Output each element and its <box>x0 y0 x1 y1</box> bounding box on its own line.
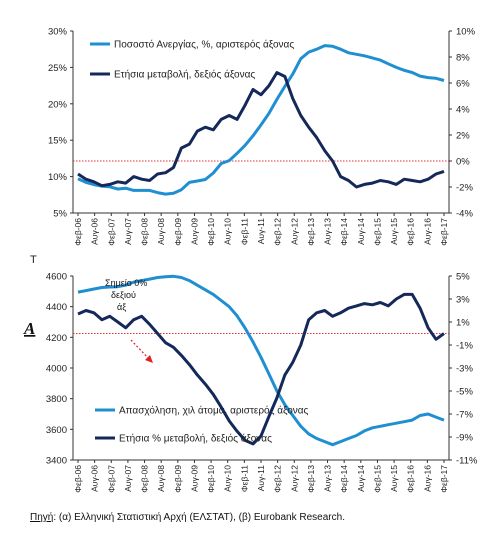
x-tick-label: Φεβ-15 <box>372 465 382 493</box>
right-tick-label: 5% <box>456 272 470 283</box>
right-tick-label: -4% <box>456 209 473 220</box>
series-line-1 <box>77 71 445 189</box>
left-tick-label: 4400 <box>46 302 67 313</box>
x-tick-label: Φεβ-11 <box>239 218 249 245</box>
left-tick-label: 4000 <box>46 364 67 375</box>
x-tick-label: Αυγ-11 <box>256 218 266 244</box>
series-line-0 <box>77 44 445 196</box>
source-text: : (α) Ελληνική Στατιστική Αρχή (ΕΛΣΤΑΤ),… <box>53 512 345 523</box>
right-tick-label: 0% <box>456 157 470 168</box>
x-tick-label: Αυγ-12 <box>289 465 299 492</box>
x-tick-label: Αυγ-15 <box>389 218 399 245</box>
series-line-1 <box>77 292 445 446</box>
source-label: Πηγή <box>30 512 54 523</box>
series-line-0 <box>77 274 445 447</box>
x-tick-label: Φεβ-13 <box>306 218 316 246</box>
x-tick-label: Φεβ-09 <box>173 218 183 246</box>
right-tick-label: 2% <box>456 131 470 142</box>
left-tick-label: 20% <box>48 99 68 110</box>
legend-entry: Ποσοστό Ανεργίας, %, αριστερός άξονας <box>114 39 294 51</box>
x-tick-label: Φεβ-07 <box>106 218 116 246</box>
x-tick-label: Φεβ-14 <box>339 465 349 493</box>
x-tick-label: Αυγ-12 <box>289 218 299 245</box>
x-tick-label: Φεβ-09 <box>173 465 183 493</box>
x-tick-label: Αυγ-11 <box>256 465 266 491</box>
annotation-arrow-line <box>130 339 151 361</box>
x-tick-label: Φεβ-08 <box>140 218 150 246</box>
left-tick-label: 5% <box>53 209 67 220</box>
panel-letter-t: T <box>30 254 37 266</box>
x-tick-label: Αυγ-14 <box>356 218 366 245</box>
x-tick-label: Φεβ-17 <box>439 218 449 246</box>
left-tick-label: 3800 <box>46 394 67 405</box>
legend-entry: Ετήσια μεταβολή, δεξιός άξονας <box>114 69 255 81</box>
right-tick-label: -2% <box>456 183 473 194</box>
x-tick-label: Αυγ-13 <box>323 218 333 245</box>
x-tick-label: Φεβ-13 <box>306 465 316 493</box>
right-tick-label: 8% <box>456 53 470 64</box>
x-tick-label: Αυγ-08 <box>156 218 166 245</box>
x-tick-label: Αυγ-07 <box>123 465 133 492</box>
zero-point-annotation: Σημείο 0% δεξιού άξ <box>105 278 153 363</box>
x-tick-label: Αυγ-10 <box>223 465 233 492</box>
right-tick-label: 1% <box>456 318 470 329</box>
x-tick-label: Αυγ-14 <box>356 465 366 492</box>
x-tick-label: Φεβ-17 <box>439 465 449 493</box>
x-tick-label: Φεβ-12 <box>273 218 283 246</box>
left-tick-label: 4200 <box>46 333 67 344</box>
left-tick-label: 15% <box>48 136 68 147</box>
x-tick-label: Αυγ-16 <box>422 465 432 492</box>
x-tick-label: Φεβ-16 <box>406 465 416 493</box>
x-tick-label: Φεβ-07 <box>106 465 116 493</box>
x-tick-label: Φεβ-10 <box>206 465 216 493</box>
right-tick-label: 3% <box>456 295 470 306</box>
x-tick-label: Αυγ-15 <box>389 465 399 492</box>
x-tick-label: Φεβ-12 <box>273 465 283 493</box>
right-tick-label: -3% <box>456 364 473 375</box>
x-tick-label: Αυγ-07 <box>123 218 133 245</box>
right-tick-label: -11% <box>456 456 478 467</box>
annotation-arrow-head <box>145 355 153 363</box>
left-tick-label: 10% <box>48 172 68 183</box>
x-tick-label: Φεβ-06 <box>73 218 83 246</box>
right-tick-label: -5% <box>456 387 473 398</box>
zero-point-note-line2: δεξιού <box>111 290 136 300</box>
right-tick-label: -7% <box>456 410 473 421</box>
x-tick-label: Αυγ-06 <box>90 218 100 245</box>
unemployment-chart: 5% 10% 15% 20% 25% 30% -4% -2% 0% 2% 4% 6% 8% 10% Φεβ-… <box>48 27 476 246</box>
zero-point-note-line1: Σημείο 0% <box>105 278 147 288</box>
right-tick-label: 6% <box>456 79 470 90</box>
x-tick-label: Αυγ-16 <box>422 218 432 245</box>
right-tick-label: 10% <box>456 27 476 38</box>
x-tick-label: Φεβ-11 <box>239 465 249 492</box>
x-tick-label: Φεβ-15 <box>372 218 382 246</box>
x-tick-label: Φεβ-06 <box>73 465 83 493</box>
left-tick-label: 4600 <box>46 272 67 283</box>
employment-chart: 3400 3600 3800 4000 4200 4400 4600 -11% -9% -7% -5… <box>46 272 478 493</box>
x-tick-label: Φεβ-16 <box>406 218 416 246</box>
panel-letter-a: A <box>23 319 35 338</box>
x-tick-label: Αυγ-09 <box>189 218 199 245</box>
right-tick-label: -9% <box>456 433 473 444</box>
right-tick-label: 4% <box>456 105 470 116</box>
left-tick-label: 25% <box>48 63 68 74</box>
zero-point-note-line3: άξ <box>117 302 126 312</box>
x-tick-label: Φεβ-14 <box>339 218 349 246</box>
legend-entry: Απασχόληση, χιλ άτομα, αριστερός άξονας <box>119 405 309 417</box>
x-tick-label: Φεβ-10 <box>206 218 216 246</box>
x-tick-label: Φεβ-08 <box>140 465 150 493</box>
source-note: Πηγή: (α) Ελληνική Στατιστική Αρχή (ΕΛΣΤ… <box>30 512 345 523</box>
x-tick-label: Αυγ-10 <box>223 218 233 245</box>
x-tick-label: Αυγ-08 <box>156 465 166 492</box>
x-tick-label: Αυγ-06 <box>90 465 100 492</box>
left-tick-label: 30% <box>48 27 68 38</box>
x-tick-label: Αυγ-09 <box>189 465 199 492</box>
legend-entry: Ετήσια % μεταβολή, δεξιός άξονας <box>119 433 272 445</box>
left-tick-label: 3600 <box>46 425 67 436</box>
left-tick-label: 3400 <box>46 456 67 467</box>
right-tick-label: -1% <box>456 341 473 352</box>
x-tick-label: Αυγ-13 <box>323 465 333 492</box>
